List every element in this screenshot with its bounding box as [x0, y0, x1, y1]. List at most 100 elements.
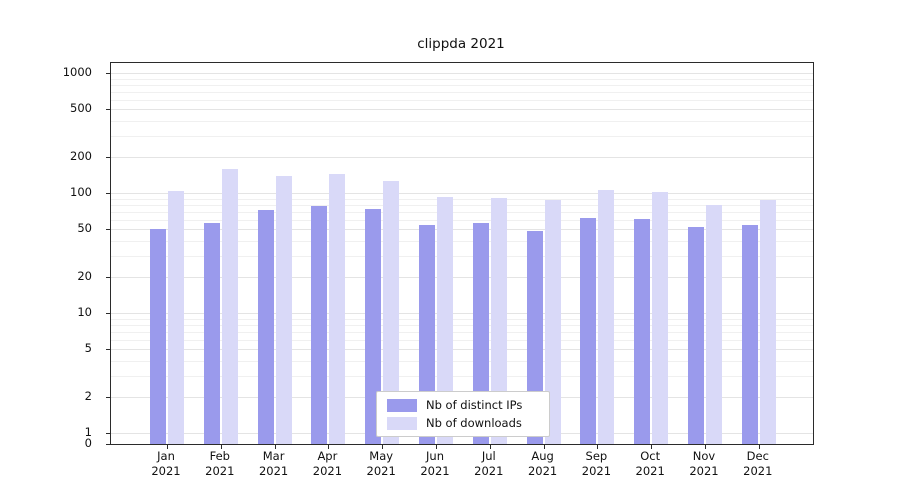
- x-tick-label: Mar 2021: [258, 449, 289, 478]
- legend-row-downloads: Nb of downloads: [387, 416, 539, 430]
- gridline: [111, 375, 813, 377]
- y-tick-label: 200: [70, 148, 92, 163]
- gridline: [111, 219, 813, 221]
- y-tick-label: 2: [84, 388, 92, 403]
- gridline: [111, 318, 813, 320]
- y-tick-label: 100: [70, 185, 92, 199]
- gridline: [111, 229, 813, 231]
- bar-downloads: [168, 190, 184, 444]
- bar-downloads: [383, 181, 400, 444]
- gridline: [111, 73, 813, 74]
- y-tick-mark: [106, 349, 111, 351]
- x-tick-mark: [543, 445, 545, 449]
- x-tick-mark: [758, 445, 760, 449]
- x-tick-label: Sep 2021: [581, 449, 612, 478]
- gridline: [111, 240, 813, 242]
- y-tick-mark: [106, 109, 111, 111]
- legend-label-downloads: Nb of downloads: [426, 416, 522, 430]
- gridline: [111, 109, 813, 111]
- bar-downloads: [598, 189, 615, 444]
- gridline: [111, 99, 813, 101]
- gridline: [111, 255, 813, 257]
- gridline: [111, 193, 813, 194]
- y-tick-mark: [106, 229, 111, 231]
- y-tick-label: 1000: [62, 65, 92, 79]
- y-tick-mark: [106, 193, 111, 194]
- bar-distinct-ips: [472, 223, 489, 444]
- gridline: [111, 135, 813, 137]
- bar-distinct-ips: [419, 225, 435, 444]
- x-tick-mark: [597, 445, 599, 449]
- gridline: [111, 339, 813, 341]
- x-tick-label: Nov 2021: [689, 449, 719, 478]
- y-tick-mark: [106, 433, 111, 434]
- x-tick-mark: [328, 445, 330, 449]
- x-tick-label: Aug 2021: [527, 449, 558, 478]
- gridline: [111, 156, 813, 158]
- gridline: [111, 211, 813, 213]
- gridline: [111, 349, 813, 351]
- y-tick-label: 20: [77, 268, 92, 283]
- y-axis: 0 1 2 5 10 20 50 100 200 500 1000: [0, 62, 104, 450]
- bar-downloads: [275, 175, 292, 444]
- bar-distinct-ips: [365, 209, 382, 444]
- gridline: [111, 120, 813, 122]
- gridline: [111, 84, 813, 86]
- bar-downloads: [221, 169, 238, 444]
- legend-swatch-distinct-ips-icon: [387, 398, 417, 412]
- gridline: [111, 204, 813, 206]
- x-tick-mark: [651, 445, 653, 449]
- x-tick-mark: [167, 445, 168, 449]
- bar-distinct-ips: [580, 217, 597, 444]
- bar-distinct-ips: [741, 225, 758, 444]
- legend-label-distinct-ips: Nb of distinct IPs: [426, 398, 523, 412]
- y-tick-mark: [106, 396, 111, 398]
- x-tick-label: Oct 2021: [635, 449, 665, 478]
- x-tick-label: Apr 2021: [312, 449, 343, 478]
- bar-distinct-ips: [688, 227, 704, 444]
- x-tick-mark: [705, 445, 706, 449]
- bar-downloads: [706, 204, 722, 444]
- y-tick-label: 10: [77, 305, 92, 319]
- gridline: [111, 276, 813, 278]
- bar-downloads: [544, 200, 561, 444]
- bar-downloads: [437, 196, 453, 444]
- y-tick-label: 1: [84, 425, 92, 439]
- y-tick-label: 0: [84, 436, 92, 450]
- gridline: [111, 198, 813, 200]
- y-tick-label: 5: [84, 341, 92, 356]
- x-tick-label: Feb 2021: [205, 449, 235, 478]
- plot-area: Nb of distinct IPs Nb of downloads: [106, 62, 814, 449]
- x-tick-mark: [436, 445, 437, 449]
- gridline: [111, 91, 813, 93]
- gridline: [111, 313, 813, 314]
- y-tick-label: 50: [77, 221, 92, 236]
- x-tick-label: Jan 2021: [151, 449, 181, 478]
- chart-title: clippda 2021: [417, 36, 505, 52]
- y-tick-mark: [106, 444, 111, 445]
- bar-downloads: [759, 199, 776, 444]
- x-tick-mark: [220, 445, 222, 449]
- bar-distinct-ips: [311, 205, 328, 444]
- y-tick-mark: [106, 156, 111, 158]
- legend: Nb of distinct IPs Nb of downloads: [376, 391, 550, 437]
- bar-downloads: [652, 192, 669, 444]
- x-tick-label: Jul 2021: [474, 449, 504, 478]
- x-tick-mark: [382, 445, 384, 449]
- y-tick-mark: [106, 313, 111, 314]
- bar-distinct-ips: [150, 229, 166, 444]
- bar-distinct-ips: [203, 223, 220, 444]
- gridline: [111, 360, 813, 362]
- y-tick-mark: [106, 73, 111, 74]
- x-tick-mark: [274, 445, 276, 449]
- x-tick-label: Jun 2021: [420, 449, 450, 478]
- gridline: [111, 331, 813, 333]
- bar-downloads: [329, 173, 346, 444]
- y-tick-mark: [106, 276, 111, 278]
- gridline: [111, 324, 813, 326]
- bar-distinct-ips: [526, 231, 543, 444]
- y-tick-label: 500: [70, 101, 92, 116]
- bar-distinct-ips: [257, 210, 274, 444]
- bar-distinct-ips: [634, 218, 651, 444]
